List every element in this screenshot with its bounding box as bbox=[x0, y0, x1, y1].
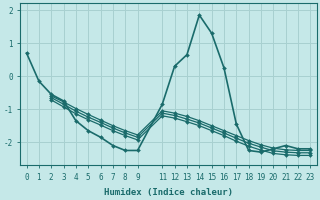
X-axis label: Humidex (Indice chaleur): Humidex (Indice chaleur) bbox=[104, 188, 233, 197]
